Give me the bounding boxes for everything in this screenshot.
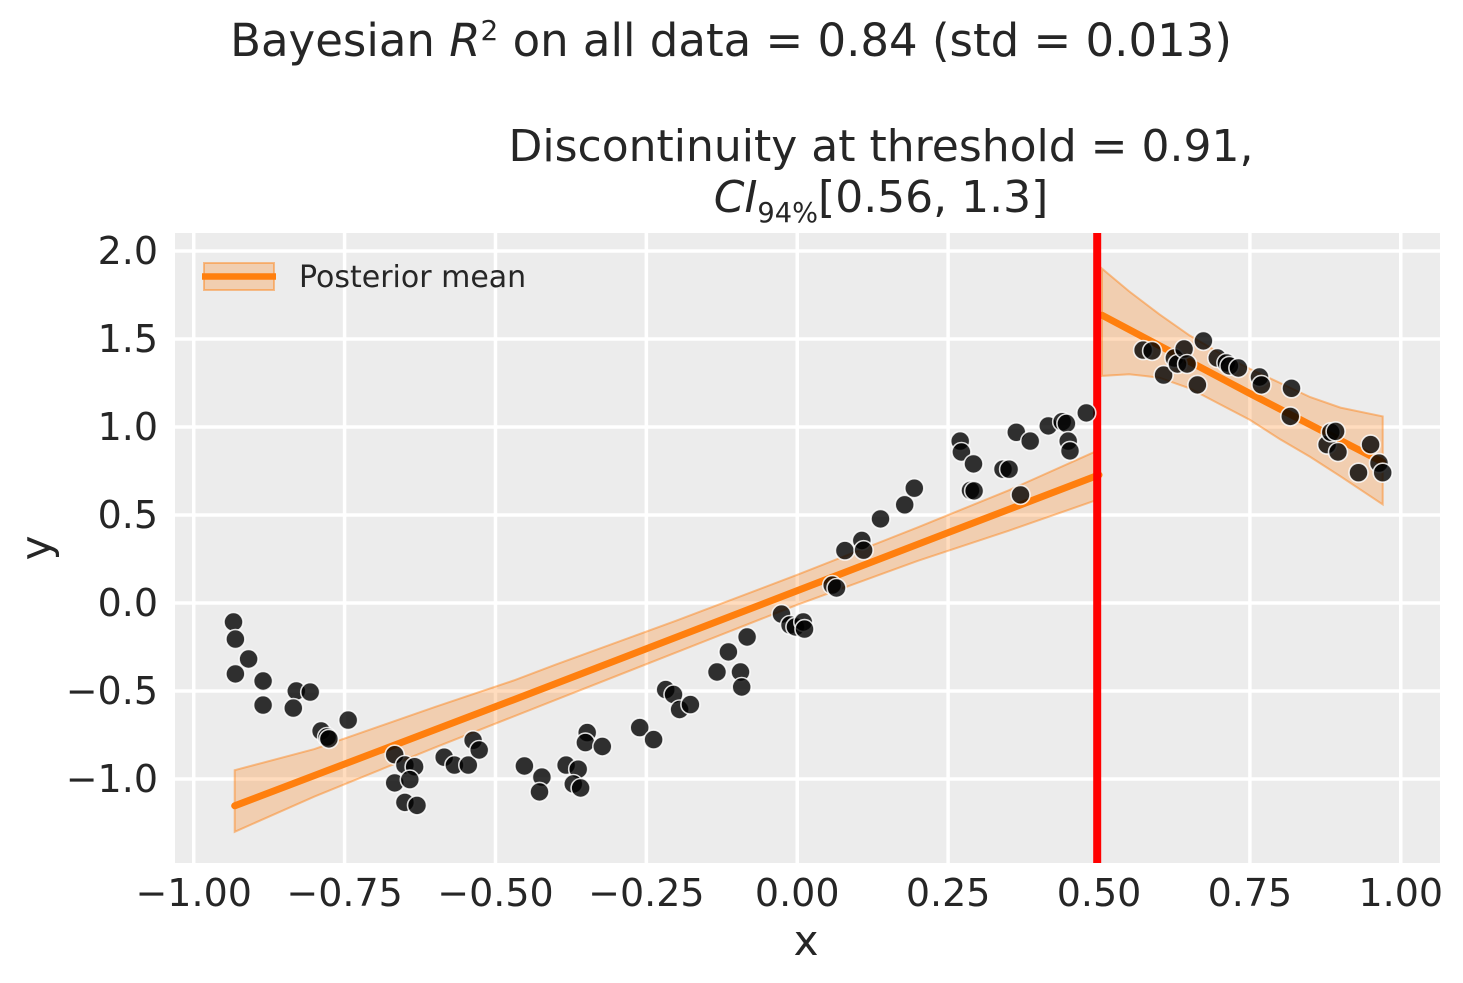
axes-title-line1: Discontinuity at threshold = 0.91,	[508, 121, 1254, 172]
scatter-point	[1019, 430, 1041, 452]
x-tick-label: 0.75	[1208, 871, 1293, 915]
scatter-point	[514, 755, 535, 777]
scatter-point	[457, 754, 479, 776]
x-tick-label: −0.75	[286, 871, 402, 915]
scatter-point	[225, 663, 246, 685]
scatter-point	[1153, 364, 1174, 386]
scatter-point	[794, 618, 815, 640]
suptitle-math-var: R	[449, 14, 481, 67]
scatter-point	[399, 769, 421, 790]
x-axis-label: x	[793, 916, 819, 965]
scatter-point	[1059, 440, 1081, 462]
scatter-point	[998, 458, 1020, 480]
scatter-point	[706, 661, 728, 683]
y-axis-label: y	[11, 535, 61, 561]
scatter-point	[318, 728, 340, 750]
scatter-point	[591, 736, 613, 757]
scatter-point	[575, 732, 596, 753]
x-tick-label: −0.50	[437, 871, 553, 915]
axes-title-line2: CI94%[0.56, 1.3]	[509, 171, 1254, 229]
x-tick-label: −0.25	[588, 871, 704, 915]
scatter-point	[529, 781, 550, 803]
axes-title: Discontinuity at threshold = 0.91, CI94%…	[508, 121, 1254, 229]
scatter-point	[223, 611, 244, 633]
legend-label: Posterior mean	[299, 260, 526, 295]
scatter-point	[870, 508, 891, 530]
suptitle-superscript: 2	[480, 14, 499, 47]
ci-interval: [0.56, 1.3]	[818, 171, 1049, 223]
scatter-point	[1360, 434, 1381, 455]
scatter-point	[718, 641, 739, 663]
scatter-point	[963, 453, 984, 475]
scatter-point	[299, 681, 321, 703]
scatter-point	[1281, 377, 1302, 399]
scatter-point	[963, 480, 985, 502]
scatter-point	[1251, 374, 1272, 396]
scatter-point	[643, 729, 664, 750]
scatter-point	[1076, 402, 1097, 424]
y-tick-label: 1.0	[98, 405, 158, 449]
x-tick-label: 0.25	[906, 871, 991, 915]
scatter-point	[1141, 340, 1163, 362]
scatter-point	[1228, 357, 1249, 379]
scatter-point	[903, 477, 925, 499]
y-tick-label: −0.5	[66, 669, 158, 713]
scatter-point	[629, 717, 651, 738]
posterior-mean-left	[231, 471, 1103, 810]
scatter-point	[1193, 330, 1214, 352]
scatter-point	[731, 676, 753, 698]
scatter-point	[736, 626, 758, 648]
suptitle-pre: Bayesian	[230, 14, 450, 67]
scatter-point	[1325, 421, 1346, 442]
scatter-point	[468, 739, 490, 761]
y-tick-label: −1.0	[66, 757, 158, 801]
suptitle-post: on all data = 0.84 (std = 0.013)	[498, 14, 1232, 67]
scatter-point	[570, 777, 591, 799]
scatter-point	[853, 539, 874, 561]
scatter-point	[826, 577, 847, 599]
y-tick-label: 0.0	[98, 581, 158, 625]
scatter-point	[238, 648, 259, 670]
scatter-point	[406, 795, 428, 816]
y-tick-label: 2.0	[98, 229, 158, 273]
scatter-point	[680, 694, 701, 715]
scatter-point	[1348, 462, 1369, 484]
scatter-point	[1056, 413, 1077, 434]
scatter-point	[1327, 441, 1349, 463]
x-tick-label: 0.50	[1057, 871, 1142, 915]
x-tick-label: 1.00	[1358, 871, 1443, 915]
scatter-point	[337, 709, 359, 731]
scatter-point	[252, 670, 274, 692]
y-tick-label: 1.5	[98, 317, 158, 361]
scatter-point	[1280, 406, 1301, 427]
y-tick-label: 0.5	[98, 493, 158, 537]
scatter-point	[1010, 484, 1031, 506]
scatter-point	[1187, 374, 1208, 396]
scatter-point	[225, 628, 246, 650]
scatter-point	[894, 494, 916, 516]
scatter-point	[252, 694, 274, 716]
x-tick-label: 0.00	[755, 871, 840, 915]
scatter-point	[282, 697, 304, 719]
scatter-point	[834, 540, 856, 561]
ci-var: CI	[713, 171, 758, 223]
figure-suptitle: Bayesian R2 on all data = 0.84 (std = 0.…	[230, 14, 1232, 67]
scatter-point	[1176, 353, 1198, 375]
scatter-point	[1372, 462, 1393, 484]
ci-subscript: 94%	[757, 197, 819, 229]
x-tick-label: −1.00	[135, 871, 251, 915]
